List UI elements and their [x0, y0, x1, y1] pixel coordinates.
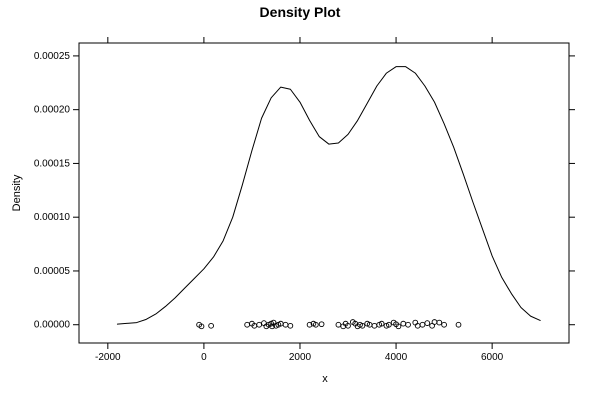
y-tick-label: 0.00020	[34, 105, 71, 116]
data-point	[436, 319, 443, 326]
x-tick-label: 4000	[385, 352, 408, 363]
data-point	[261, 320, 267, 326]
data-point	[269, 323, 275, 330]
x-tick-label: 6000	[481, 352, 504, 363]
data-point	[419, 321, 426, 328]
x-axis: -2000 0 2000 4000 6000	[95, 37, 504, 363]
chart-title: Density Plot	[260, 4, 341, 20]
data-point	[306, 321, 313, 328]
x-tick-label: 0	[201, 352, 207, 363]
x-axis-label: x	[322, 373, 328, 385]
x-tick-label: -2000	[95, 352, 121, 363]
data-point	[312, 321, 319, 328]
data-point	[256, 321, 262, 328]
data-point	[359, 322, 366, 329]
y-tick-label: 0.00025	[34, 51, 71, 62]
data-point	[405, 321, 411, 328]
rug-points	[196, 319, 462, 330]
data-point	[287, 322, 294, 329]
data-point	[198, 323, 205, 330]
density-series	[116, 66, 541, 325]
data-point	[441, 321, 447, 328]
data-point	[378, 320, 385, 327]
data-point	[282, 321, 289, 328]
data-point	[424, 320, 431, 326]
data-point	[244, 321, 250, 328]
data-point	[400, 320, 407, 327]
x-tick-label: 2000	[289, 352, 312, 363]
y-tick-label: 0.00015	[34, 158, 71, 169]
y-tick-label: 0.00010	[34, 212, 71, 223]
data-point	[335, 321, 342, 328]
y-axis-label: Density	[11, 174, 23, 211]
data-point	[455, 321, 462, 328]
density-curve	[116, 66, 541, 325]
y-tick-label: 0.00005	[34, 266, 71, 277]
y-axis: 0.00000 0.00005 0.00010 0.00015 0.00020 0.000…	[34, 51, 575, 331]
data-point	[386, 321, 392, 328]
data-point	[412, 319, 419, 326]
data-point	[395, 323, 402, 330]
data-point	[414, 322, 421, 329]
data-point	[345, 322, 351, 329]
data-point	[371, 322, 378, 329]
data-point	[318, 321, 325, 328]
y-tick-label: 0.00000	[34, 320, 71, 331]
plot-frame	[78, 42, 570, 344]
data-point	[431, 319, 438, 325]
data-point	[208, 322, 214, 329]
